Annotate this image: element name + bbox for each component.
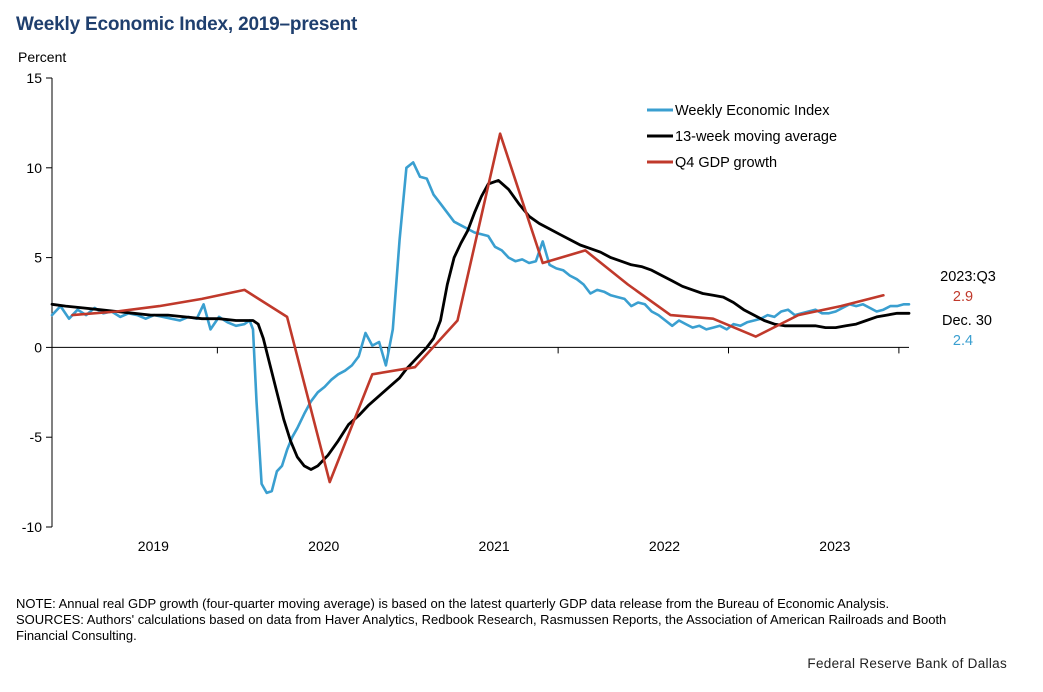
legend-label-3: Q4 GDP growth xyxy=(675,155,777,171)
legend-label-2: 13-week moving average xyxy=(675,129,837,145)
sources-text: SOURCES: Authors' calculations based on … xyxy=(16,612,947,643)
y-tick-label: 0 xyxy=(34,339,42,355)
chart-legend: Weekly Economic Index 13-week moving aver… xyxy=(647,103,837,171)
chart-notes: NOTE: Annual real GDP growth (four-quart… xyxy=(16,596,976,644)
y-tick-label: 10 xyxy=(26,160,42,176)
chart-title: Weekly Economic Index, 2019–present xyxy=(16,14,358,35)
publisher-credit: Federal Reserve Bank of Dallas xyxy=(807,656,1007,671)
y-tick-label: -5 xyxy=(30,429,43,445)
chart-svg: Percent -10 -5 0 5 10 15 2019 2020 2021 2022 2023 W… xyxy=(18,49,996,554)
chart-plot-area xyxy=(50,132,911,495)
x-tick-label: 2019 xyxy=(138,538,169,554)
annotation-gdp-label: 2023:Q3 xyxy=(940,269,996,285)
x-tick-label: 2022 xyxy=(649,538,680,554)
x-tick-label: 2023 xyxy=(819,538,850,554)
annotation-wei-value: 2.4 xyxy=(953,333,973,349)
y-tick-label: 5 xyxy=(34,250,42,266)
annotation-gdp-value: 2.9 xyxy=(953,289,973,305)
chart-axes: Percent -10 -5 0 5 10 15 2019 2020 2021 2022 2023 xyxy=(18,49,909,554)
end-annotations: 2023:Q3 2.9 Dec. 30 2.4 xyxy=(940,269,996,349)
y-tick-label: 15 xyxy=(26,70,42,86)
series-line-3 xyxy=(71,132,885,484)
annotation-wei-label: Dec. 30 xyxy=(942,313,992,329)
y-tick-label: -10 xyxy=(22,519,42,535)
note-text: NOTE: Annual real GDP growth (four-quart… xyxy=(16,596,890,611)
series-line-1 xyxy=(50,161,911,495)
x-tick-label: 2020 xyxy=(308,538,339,554)
y-axis-label: Percent xyxy=(18,49,66,65)
legend-label-1: Weekly Economic Index xyxy=(675,103,830,119)
series-line-2 xyxy=(50,178,911,471)
x-tick-label: 2021 xyxy=(479,538,510,554)
